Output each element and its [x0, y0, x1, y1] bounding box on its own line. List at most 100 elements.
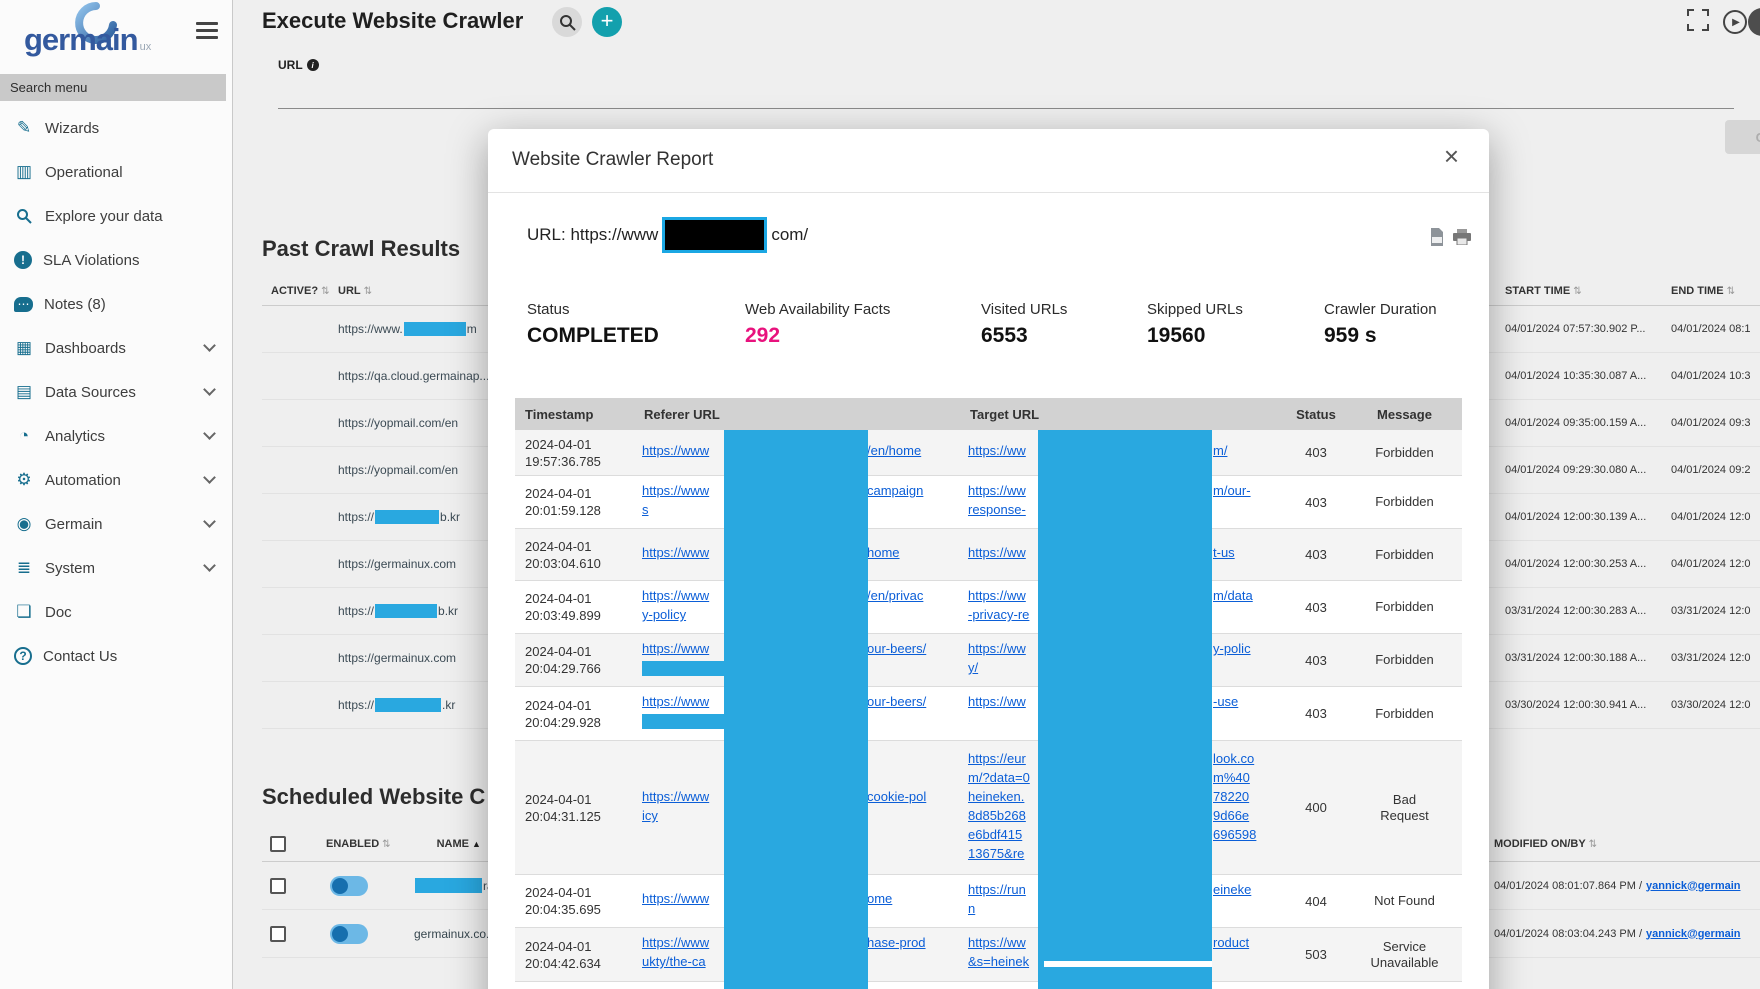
sidebar-item-explore-your-data[interactable]: Explore your data	[0, 194, 232, 238]
row-checkbox[interactable]	[270, 877, 286, 894]
menu-toggle-icon[interactable]	[196, 18, 218, 43]
referer-link[interactable]: https://www	[642, 483, 710, 498]
target-link[interactable]: -use	[1213, 694, 1239, 709]
target-link[interactable]: https://run	[968, 882, 1026, 897]
referer-link[interactable]: s	[642, 502, 649, 517]
referer-link[interactable]: https://www	[642, 641, 710, 656]
crawl-button[interactable]: CR	[1725, 120, 1760, 154]
select-all-checkbox[interactable]	[270, 835, 286, 852]
cell-target-url: https://run n eineke	[960, 875, 1285, 927]
target-link[interactable]: response-	[968, 502, 1026, 517]
referer-link[interactable]: our-beers/	[867, 694, 927, 709]
target-link[interactable]: https://ww	[968, 694, 1026, 709]
referer-link[interactable]: icy	[642, 808, 658, 823]
target-link[interactable]: 8d85b268	[968, 808, 1026, 823]
export-csv-icon[interactable]	[1429, 228, 1445, 246]
sidebar-item-sla-violations[interactable]: ! SLA Violations	[0, 238, 232, 282]
target-link[interactable]: https://ww	[968, 443, 1026, 458]
cell-modified-on-by: 04/01/2024 08:01:07.864 PM / yannick@germ…	[1494, 880, 1741, 892]
sidebar-item-doc[interactable]: ❏ Doc	[0, 590, 232, 634]
column-header-start-time[interactable]: START TIME ⇅	[1505, 284, 1582, 297]
target-link[interactable]: 13675&re	[968, 846, 1025, 861]
row-checkbox[interactable]	[270, 925, 286, 942]
avatar[interactable]	[1748, 8, 1760, 36]
target-link[interactable]: https://ww	[968, 483, 1026, 498]
sidebar-item-dashboards[interactable]: ▦ Dashboards	[0, 326, 232, 370]
print-icon[interactable]	[1453, 229, 1471, 245]
referer-link[interactable]: https://www	[642, 694, 710, 709]
referer-link[interactable]: ukty/the-ca	[642, 954, 706, 969]
sidebar-item-operational[interactable]: ▥ Operational	[0, 150, 232, 194]
target-link[interactable]: roduct	[1213, 935, 1250, 950]
sidebar-item-analytics[interactable]: ◔ Analytics	[0, 414, 232, 458]
target-link[interactable]: -privacy-re	[968, 607, 1030, 622]
target-link[interactable]: m/?data=0	[968, 770, 1030, 785]
target-link[interactable]: m/	[1213, 443, 1228, 458]
fullscreen-icon[interactable]	[1687, 9, 1709, 36]
referer-link[interactable]: /en/privac	[867, 588, 924, 603]
target-link[interactable]: eineke	[1213, 882, 1252, 897]
target-link[interactable]: 78220	[1213, 789, 1250, 804]
column-header-active[interactable]: ACTIVE? ⇅	[271, 284, 330, 297]
target-link[interactable]: 696598	[1213, 827, 1257, 842]
column-header-end-time[interactable]: END TIME ⇅	[1671, 284, 1735, 297]
target-link[interactable]: https://ww	[968, 588, 1026, 603]
referer-link[interactable]: home	[867, 545, 900, 560]
sidebar-item-notes-8[interactable]: ⋯ Notes (8)	[0, 282, 232, 326]
run-icon[interactable]: ▶	[1723, 10, 1747, 34]
report-table: Timestamp Referer URL Target URL Status Mess…	[515, 398, 1462, 982]
sidebar-item-system[interactable]: ≣ System	[0, 546, 232, 590]
target-link[interactable]: https://eur	[968, 751, 1026, 766]
target-link[interactable]: y/	[968, 660, 979, 675]
sidebar-item-automation[interactable]: ⚙ Automation	[0, 458, 232, 502]
referer-link[interactable]: y-policy	[642, 607, 687, 622]
column-header-modified-on-by[interactable]: MODIFIED ON/BY ⇅	[1494, 837, 1598, 850]
referer-link[interactable]: campaign	[867, 483, 924, 498]
target-link[interactable]: m/our-	[1213, 483, 1251, 498]
target-link[interactable]: y-polic	[1213, 641, 1251, 656]
enabled-toggle[interactable]	[330, 923, 368, 944]
sidebar-item-germain[interactable]: ◉ Germain	[0, 502, 232, 546]
stat-value: 292	[745, 324, 781, 347]
target-link[interactable]: https://ww	[968, 641, 1026, 656]
referer-link[interactable]: hase-prod	[867, 935, 926, 950]
target-link[interactable]: &s=heinek	[968, 954, 1030, 969]
zoom-button[interactable]	[552, 7, 582, 37]
referer-link[interactable]: our-beers/	[867, 641, 927, 656]
column-header-url[interactable]: URL ⇅	[338, 284, 372, 297]
target-link[interactable]: t-us	[1213, 545, 1235, 560]
column-header-name[interactable]: NAME ▲	[436, 837, 481, 850]
column-header-enabled[interactable]: ENABLED ⇅	[326, 837, 391, 850]
target-link[interactable]: heineken.	[968, 789, 1025, 804]
target-link[interactable]: n	[968, 901, 976, 916]
referer-link[interactable]: /en/home	[867, 443, 922, 458]
referer-link[interactable]: ome	[867, 891, 893, 906]
target-link[interactable]: https://ww	[968, 935, 1026, 950]
modified-by-link[interactable]: yannick@germain	[1646, 927, 1741, 940]
target-link[interactable]: m/data	[1213, 588, 1253, 603]
modified-by-link[interactable]: yannick@germain	[1646, 879, 1741, 892]
referer-link[interactable]: https://www	[642, 891, 710, 906]
close-icon[interactable]: ×	[1443, 141, 1459, 171]
enabled-toggle[interactable]	[330, 875, 368, 896]
target-link[interactable]: m%40	[1213, 770, 1250, 785]
target-link[interactable]: https://ww	[968, 545, 1026, 560]
url-input[interactable]	[278, 108, 1734, 109]
cell-referer-url: https://www/en/home	[634, 430, 960, 475]
referer-link[interactable]: https://www	[642, 588, 710, 603]
sidebar-item-label: Germain	[45, 515, 103, 533]
play-triangle-icon: ▶	[1732, 16, 1740, 28]
referer-link[interactable]: https://www	[642, 935, 710, 950]
target-link[interactable]: 9d66e	[1213, 808, 1250, 823]
sidebar-item-data-sources[interactable]: ▤ Data Sources	[0, 370, 232, 414]
menu-search-input[interactable]	[0, 74, 226, 101]
referer-link[interactable]: https://www	[642, 789, 710, 804]
sidebar-item-contact-us[interactable]: ? Contact Us	[0, 634, 232, 678]
referer-link[interactable]: cookie-pol	[867, 789, 927, 804]
referer-link[interactable]: https://www	[642, 545, 710, 560]
referer-link[interactable]: https://www	[642, 443, 710, 458]
add-button[interactable]: +	[592, 7, 622, 37]
target-link[interactable]: e6bdf415	[968, 827, 1023, 842]
sidebar-item-wizards[interactable]: ✎ Wizards	[0, 106, 232, 150]
target-link[interactable]: look.co	[1213, 751, 1255, 766]
